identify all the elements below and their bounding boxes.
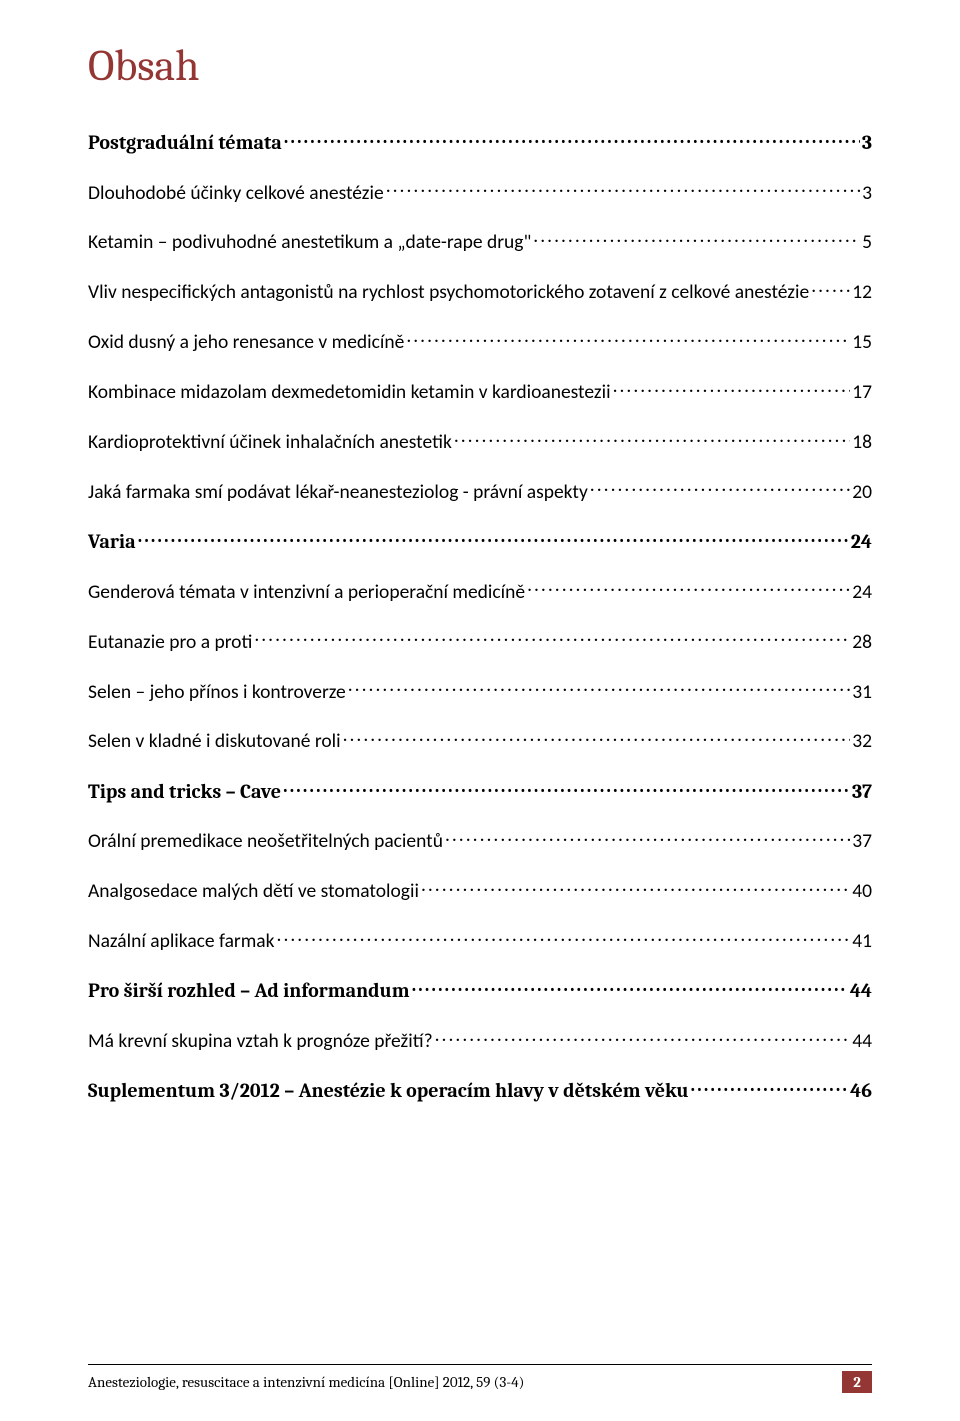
- toc-leader-dots: [348, 678, 850, 698]
- document-page: Obsah Postgraduální témata3Dlouhodobé úč…: [0, 0, 960, 1421]
- toc-label: Vliv nespecifických antagonistů na rychl…: [88, 281, 809, 304]
- footer-page-badge: 2: [842, 1371, 872, 1393]
- toc-label: Selen – jeho přínos i kontroverze: [88, 681, 346, 704]
- page-footer: Anesteziologie, resuscitace a intenzivní…: [88, 1364, 872, 1393]
- table-of-contents: Postgraduální témata3Dlouhodobé účinky c…: [88, 129, 872, 1103]
- toc-leader-dots: [691, 1077, 849, 1097]
- toc-page-number: 24: [851, 530, 872, 554]
- toc-label: Selen v kladné i diskutované roli: [88, 730, 341, 753]
- toc-entry-row[interactable]: Genderová témata v intenzivní a perioper…: [88, 578, 872, 604]
- toc-label: Nazální aplikace farmak: [88, 930, 275, 953]
- toc-section-row[interactable]: Varia 24: [88, 528, 872, 554]
- toc-page-number: 12: [852, 281, 872, 304]
- toc-leader-dots: [454, 428, 850, 448]
- toc-label: Má krevní skupina vztah k prognóze přeži…: [88, 1030, 433, 1053]
- toc-page-number: 40: [852, 880, 872, 903]
- toc-leader-dots: [386, 179, 860, 199]
- toc-leader-dots: [284, 129, 860, 149]
- toc-entry-row[interactable]: Analgosedace malých dětí ve stomatologii…: [88, 878, 872, 904]
- toc-page-number: 44: [850, 979, 872, 1003]
- toc-label: Ketamin – podivuhodné anestetikum a „dat…: [88, 231, 531, 254]
- toc-entry-row[interactable]: Ketamin – podivuhodné anestetikum a „dat…: [88, 229, 872, 255]
- toc-leader-dots: [527, 578, 850, 598]
- toc-entry-row[interactable]: Nazální aplikace farmak 41: [88, 928, 872, 954]
- toc-leader-dots: [421, 878, 850, 898]
- toc-label: Oxid dusný a jeho renesance v medicíně: [88, 331, 404, 354]
- toc-leader-dots: [811, 279, 850, 299]
- toc-entry-row[interactable]: Dlouhodobé účinky celkové anestézie 3: [88, 179, 872, 205]
- toc-leader-dots: [343, 728, 851, 748]
- toc-label: Kombinace midazolam dexmedetomidin ketam…: [88, 381, 611, 404]
- footer-line: Anesteziologie, resuscitace a intenzivní…: [88, 1371, 872, 1393]
- toc-page-number: 24: [852, 581, 872, 604]
- toc-section-row[interactable]: Suplementum 3/2012 – Anestézie k operací…: [88, 1077, 872, 1103]
- toc-page-number: 3: [862, 131, 872, 155]
- toc-leader-dots: [283, 778, 850, 798]
- toc-entry-row[interactable]: Orální premedikace neošetřitelných pacie…: [88, 828, 872, 854]
- toc-entry-row[interactable]: Má krevní skupina vztah k prognóze přeži…: [88, 1027, 872, 1053]
- toc-page-number: 37: [852, 830, 872, 853]
- toc-entry-row[interactable]: Kardioprotektivní účinek inhalačních ane…: [88, 428, 872, 454]
- toc-label: Dlouhodobé účinky celkové anestézie: [88, 182, 384, 205]
- toc-label: Varia: [88, 530, 136, 554]
- toc-label: Orální premedikace neošetřitelných pacie…: [88, 830, 443, 853]
- toc-label: Eutanazie pro a proti: [88, 631, 252, 654]
- toc-entry-row[interactable]: Oxid dusný a jeho renesance v medicíně 15: [88, 329, 872, 355]
- toc-page-number: 44: [852, 1030, 872, 1053]
- toc-page-number: 15: [852, 331, 872, 354]
- toc-label: Suplementum 3/2012 – Anestézie k operací…: [88, 1079, 689, 1103]
- toc-page-number: 28: [852, 631, 872, 654]
- toc-page-number: 31: [852, 681, 872, 704]
- footer-text: Anesteziologie, resuscitace a intenzivní…: [88, 1373, 524, 1391]
- toc-entry-row[interactable]: Eutanazie pro a proti 28: [88, 628, 872, 654]
- toc-leader-dots: [406, 329, 850, 349]
- toc-leader-dots: [613, 379, 851, 399]
- toc-section-row[interactable]: Pro širší rozhled – Ad informandum 44: [88, 977, 872, 1003]
- toc-leader-dots: [412, 977, 848, 997]
- toc-page-number: 37: [852, 780, 872, 804]
- toc-label: Tips and tricks – Cave: [88, 780, 281, 804]
- toc-leader-dots: [533, 229, 860, 249]
- toc-entry-row[interactable]: Vliv nespecifických antagonistů na rychl…: [88, 279, 872, 305]
- toc-label: Kardioprotektivní účinek inhalačních ane…: [88, 431, 452, 454]
- toc-leader-dots: [254, 628, 850, 648]
- toc-entry-row[interactable]: Kombinace midazolam dexmedetomidin ketam…: [88, 379, 872, 405]
- toc-page-number: 46: [850, 1079, 872, 1103]
- toc-entry-row[interactable]: Selen v kladné i diskutované roli 32: [88, 728, 872, 754]
- footer-rule: [88, 1364, 872, 1365]
- toc-page-number: 41: [852, 930, 872, 953]
- toc-leader-dots: [277, 928, 851, 948]
- toc-label: Genderová témata v intenzivní a perioper…: [88, 581, 525, 604]
- toc-label: Jaká farmaka smí podávat lékař-neanestez…: [88, 481, 588, 504]
- toc-leader-dots: [138, 528, 849, 548]
- toc-page-number: 32: [852, 730, 872, 753]
- toc-entry-row[interactable]: Jaká farmaka smí podávat lékař-neanestez…: [88, 478, 872, 504]
- toc-entry-row[interactable]: Selen – jeho přínos i kontroverze 31: [88, 678, 872, 704]
- toc-leader-dots: [435, 1027, 851, 1047]
- toc-page-number: 5: [862, 231, 872, 254]
- toc-label: Postgraduální témata: [88, 131, 282, 155]
- toc-label: Analgosedace malých dětí ve stomatologii: [88, 880, 419, 903]
- toc-page-number: 3: [862, 182, 872, 205]
- toc-page-number: 17: [852, 381, 872, 404]
- toc-page-number: 18: [852, 431, 872, 454]
- toc-page-number: 20: [852, 481, 872, 504]
- toc-leader-dots: [445, 828, 850, 848]
- page-title: Obsah: [88, 40, 872, 91]
- toc-section-row[interactable]: Postgraduální témata 3: [88, 129, 872, 155]
- toc-label: Pro širší rozhled – Ad informandum: [88, 979, 410, 1003]
- toc-section-row[interactable]: Tips and tricks – Cave 37: [88, 778, 872, 804]
- toc-leader-dots: [590, 478, 850, 498]
